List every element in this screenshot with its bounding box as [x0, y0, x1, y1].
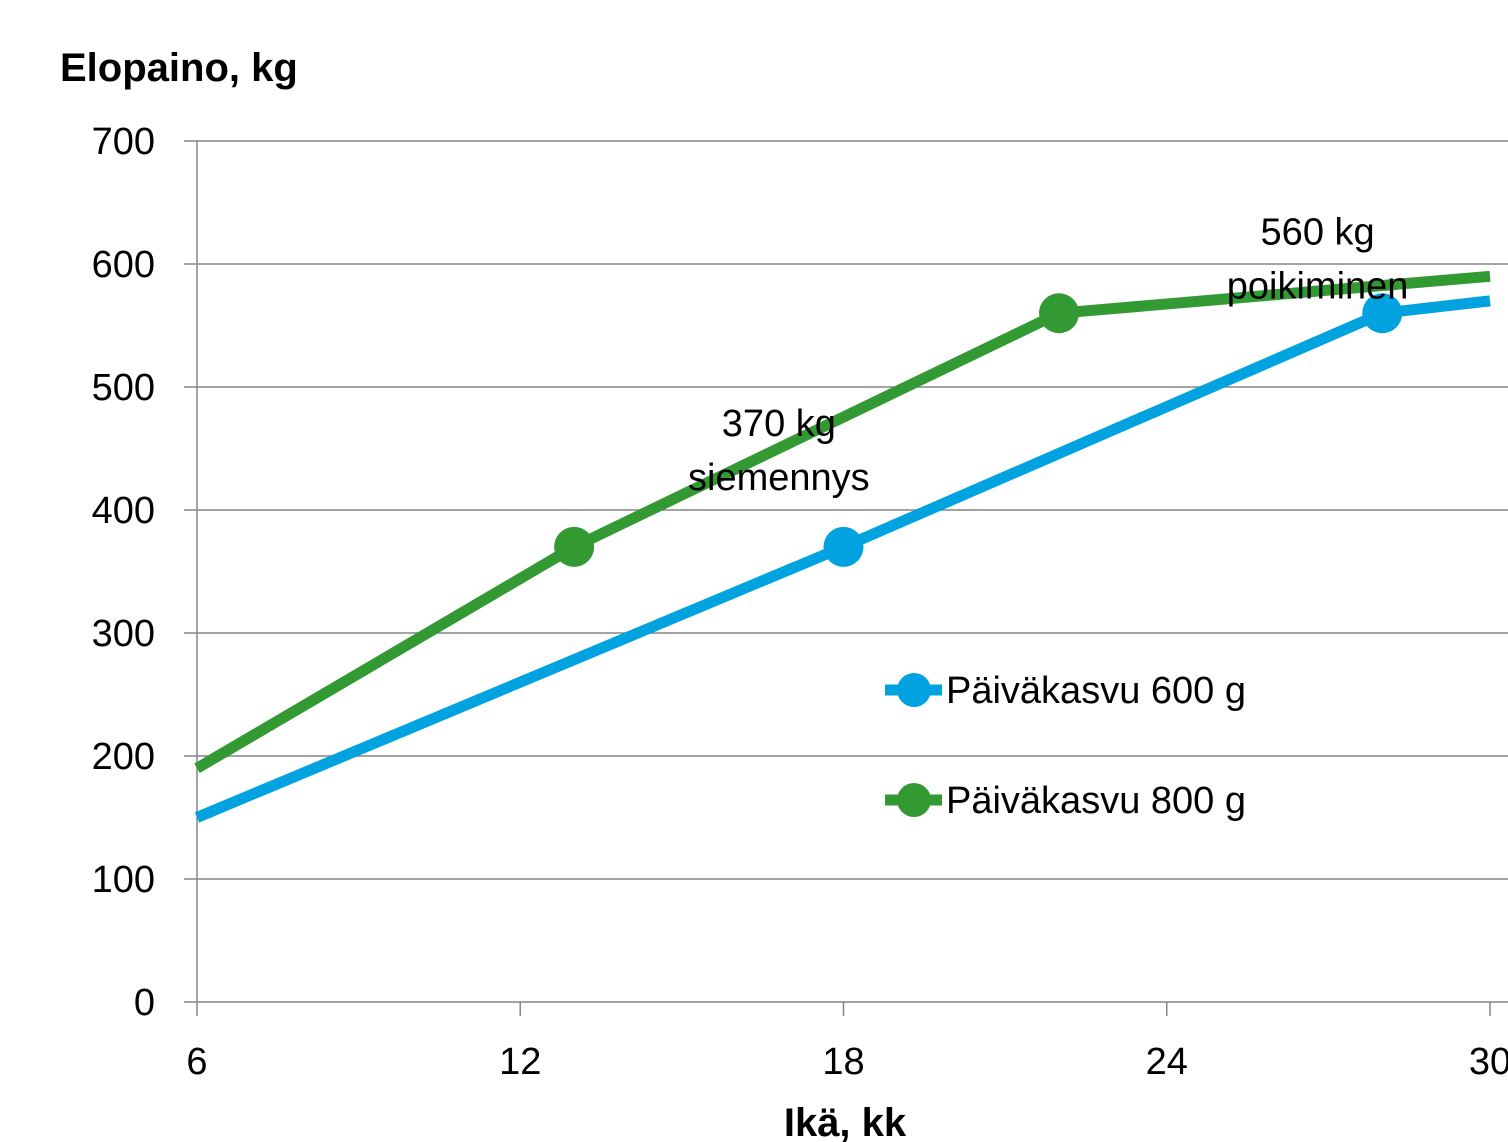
- y-tick-label: 300: [92, 613, 155, 655]
- annotations: 370 kg siemennys 560 kg poikiminen: [688, 211, 1408, 499]
- legend-label: Päiväkasvu 800 g: [946, 780, 1246, 822]
- y-tick-label: 500: [92, 367, 155, 409]
- y-tick-label: 600: [92, 244, 155, 286]
- annotation-text: poikiminen: [1227, 265, 1409, 307]
- series-line-2: [194, 270, 1491, 774]
- legend: Päiväkasvu 600 g Päiväkasvu 800 g: [885, 670, 1246, 822]
- y-tick-label: 700: [92, 121, 155, 163]
- annotation-text: siemennys: [688, 457, 870, 499]
- x-tick-label: 24: [1146, 1041, 1188, 1083]
- annotation-text: 560 kg: [1261, 211, 1375, 253]
- data-point: [1039, 293, 1079, 334]
- series-line-1: [194, 295, 1491, 823]
- x-tick-label: 6: [186, 1041, 207, 1083]
- gridlines: [197, 140, 1508, 880]
- y-tick-label: 200: [92, 736, 155, 778]
- series-group: [194, 270, 1491, 823]
- data-point: [554, 526, 595, 567]
- y-tick-label: 0: [134, 982, 155, 1024]
- x-axis-ticks: 6 12 18 24 30: [186, 1002, 1508, 1083]
- x-axis-title: Ikä, kk: [784, 1101, 907, 1142]
- x-tick-label: 12: [499, 1041, 541, 1083]
- axes: [196, 141, 1508, 1003]
- y-tick-label: 400: [92, 490, 155, 532]
- data-point: [823, 526, 864, 567]
- x-tick-label: 18: [822, 1041, 864, 1083]
- annotation-text: 370 kg: [722, 403, 836, 445]
- legend-swatch-marker: [897, 783, 931, 817]
- legend-label: Päiväkasvu 600 g: [946, 670, 1246, 712]
- legend-swatch-marker: [897, 673, 931, 707]
- x-tick-label: 30: [1469, 1041, 1508, 1083]
- y-tick-label: 100: [92, 859, 155, 901]
- y-axis-ticks: 0 100 200 300 400 500 600 700: [92, 121, 197, 1024]
- y-axis-title: Elopaino, kg: [60, 46, 298, 90]
- data-point: [1362, 293, 1403, 334]
